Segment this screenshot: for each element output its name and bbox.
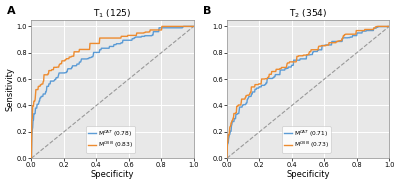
Text: A: A bbox=[7, 6, 16, 16]
Y-axis label: Sensitivity: Sensitivity bbox=[6, 67, 14, 111]
Title: T$_1$ (125): T$_1$ (125) bbox=[94, 7, 132, 20]
Legend: M$^{CAT}$ (0.78), M$^{CNN}$ (0.83): M$^{CAT}$ (0.78), M$^{CNN}$ (0.83) bbox=[86, 126, 136, 152]
Title: T$_2$ (354): T$_2$ (354) bbox=[289, 7, 327, 20]
X-axis label: Specificity: Specificity bbox=[286, 170, 330, 179]
Text: B: B bbox=[203, 6, 211, 16]
X-axis label: Specificity: Specificity bbox=[91, 170, 134, 179]
Legend: M$^{CAT}$ (0.71), M$^{CNN}$ (0.73): M$^{CAT}$ (0.71), M$^{CNN}$ (0.73) bbox=[282, 126, 331, 152]
